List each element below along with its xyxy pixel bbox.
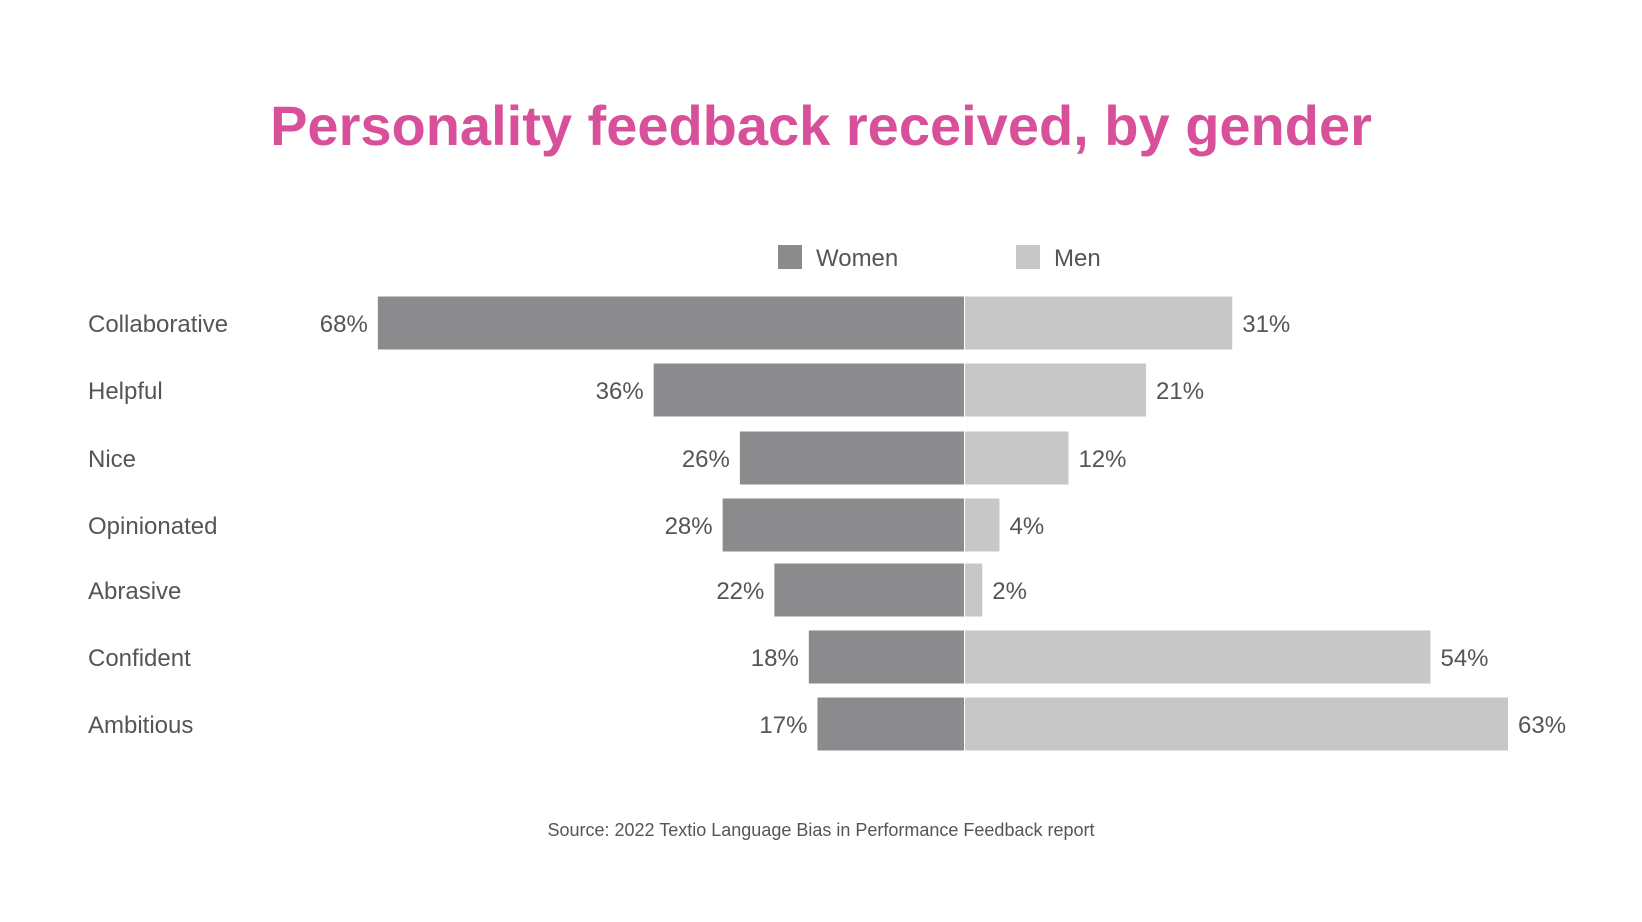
legend-swatch-men	[1016, 245, 1040, 269]
category-label-nice: Nice	[88, 446, 136, 473]
category-label-confident: Confident	[88, 645, 191, 672]
bar-men-opinionated	[965, 498, 1000, 552]
category-label-ambitious: Ambitious	[88, 712, 193, 739]
bar-men-abrasive	[965, 563, 983, 617]
bar-men-ambitious	[965, 697, 1509, 751]
value-label-men-helpful: 21%	[1156, 378, 1204, 405]
value-label-men-collaborative: 31%	[1242, 311, 1290, 338]
bar-women-helpful	[653, 363, 964, 417]
value-label-women-opinionated: 28%	[665, 513, 713, 540]
category-label-abrasive: Abrasive	[88, 578, 181, 605]
bar-men-collaborative	[965, 296, 1233, 350]
category-label-helpful: Helpful	[88, 378, 163, 405]
plot-area: Collaborative 68% 31% Helpful 36% 21% Nice 26% 1…	[88, 296, 1566, 751]
value-label-women-helpful: 36%	[596, 378, 644, 405]
bar-men-nice	[965, 431, 1069, 485]
legend-label-men: Men	[1054, 245, 1101, 272]
chart-title: Personality feedback received, by gender	[270, 94, 1372, 157]
value-label-women-confident: 18%	[751, 645, 799, 672]
bar-women-abrasive	[774, 563, 964, 617]
bar-women-collaborative	[377, 296, 965, 350]
value-label-men-confident: 54%	[1440, 645, 1488, 672]
legend-swatch-women	[778, 245, 802, 269]
value-label-women-ambitious: 17%	[759, 712, 807, 739]
bar-women-ambitious	[817, 697, 964, 751]
value-label-men-opinionated: 4%	[1009, 513, 1044, 540]
bar-women-confident	[808, 630, 964, 684]
source-note: Source: 2022 Textio Language Bias in Per…	[547, 820, 1094, 840]
value-label-women-collaborative: 68%	[320, 311, 368, 338]
value-label-men-nice: 12%	[1078, 446, 1126, 473]
value-label-men-abrasive: 2%	[992, 578, 1027, 605]
bar-women-opinionated	[722, 498, 964, 552]
bar-men-helpful	[965, 363, 1147, 417]
category-label-opinionated: Opinionated	[88, 513, 217, 540]
value-label-women-nice: 26%	[682, 446, 730, 473]
bar-men-confident	[965, 630, 1431, 684]
category-label-collaborative: Collaborative	[88, 311, 228, 338]
legend: Women Men	[778, 245, 1101, 272]
value-label-women-abrasive: 22%	[716, 578, 764, 605]
value-label-men-ambitious: 63%	[1518, 712, 1566, 739]
bar-women-nice	[739, 431, 964, 485]
legend-label-women: Women	[816, 245, 898, 272]
